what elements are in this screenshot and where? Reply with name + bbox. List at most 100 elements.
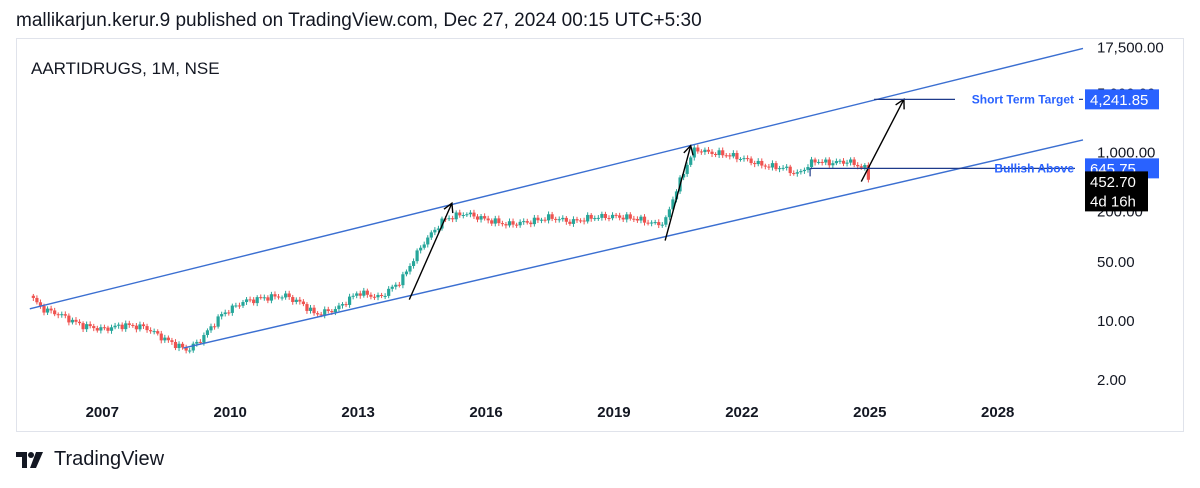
candle-body bbox=[557, 219, 561, 221]
annotation-layer: Bullish Above Short Term Target bbox=[29, 47, 1084, 349]
candle-body bbox=[280, 297, 284, 299]
x-tick-label: 2013 bbox=[341, 404, 374, 421]
candle-body bbox=[45, 308, 50, 313]
price-tag-bg bbox=[1085, 89, 1159, 110]
symbol-label: AARTIDRUGS, 1M, NSE bbox=[31, 59, 220, 78]
candle-body bbox=[305, 304, 309, 311]
candle-body bbox=[276, 296, 281, 298]
candle-body bbox=[42, 305, 46, 313]
candle-body bbox=[188, 350, 192, 352]
candle-body bbox=[426, 237, 430, 245]
x-tick-label: 2028 bbox=[981, 404, 1014, 421]
candle-body bbox=[674, 191, 679, 200]
arrow-head-2 bbox=[683, 144, 694, 156]
candle-body bbox=[141, 324, 146, 327]
candle-body bbox=[284, 293, 288, 298]
candle-body bbox=[632, 218, 636, 220]
candle-body bbox=[639, 216, 643, 221]
candle-body bbox=[568, 221, 572, 224]
x-tick-label: 2016 bbox=[469, 404, 502, 421]
candle-body bbox=[95, 328, 99, 331]
candle-body bbox=[70, 319, 75, 323]
candle-body bbox=[475, 216, 480, 220]
candle-body bbox=[369, 294, 373, 297]
candle-body bbox=[859, 166, 863, 168]
candle-body bbox=[546, 214, 551, 221]
candle-body bbox=[355, 293, 359, 296]
candle-body bbox=[667, 209, 671, 218]
candle-body bbox=[220, 314, 224, 317]
candle-body bbox=[113, 325, 117, 328]
candle-body bbox=[88, 324, 92, 327]
candle-body bbox=[866, 165, 870, 180]
candle-body bbox=[689, 157, 693, 165]
candle-body bbox=[483, 216, 487, 219]
candle-body bbox=[610, 214, 615, 219]
candle-body bbox=[138, 324, 142, 330]
candle-body bbox=[124, 323, 128, 330]
y-tick-label: 2.00 bbox=[1097, 372, 1126, 389]
candle-body bbox=[156, 331, 160, 334]
candle-body bbox=[372, 296, 377, 298]
candle-body bbox=[863, 165, 867, 168]
candle-body bbox=[845, 162, 849, 164]
candle-body bbox=[56, 314, 60, 316]
y-tick-label: 10.00 bbox=[1097, 313, 1135, 330]
candle-body bbox=[600, 213, 604, 218]
candle-body bbox=[166, 337, 170, 341]
candle-body bbox=[760, 160, 764, 166]
candle-body bbox=[795, 172, 799, 174]
candle-body bbox=[131, 324, 135, 326]
candle-body bbox=[358, 293, 362, 296]
candle-body bbox=[337, 305, 341, 310]
candle-body bbox=[205, 330, 210, 336]
candle-body bbox=[191, 343, 195, 351]
candle-body bbox=[806, 167, 810, 170]
candle-body bbox=[507, 221, 512, 226]
candle-body bbox=[532, 217, 536, 225]
candle-body bbox=[824, 159, 828, 163]
footer: TradingView bbox=[16, 448, 164, 471]
candle-body bbox=[429, 232, 433, 238]
candle-body bbox=[401, 274, 405, 286]
price-tag-label: 4,241.85 bbox=[1090, 92, 1148, 109]
candle-body bbox=[92, 326, 96, 329]
chart-frame[interactable]: Bullish Above Short Term Target 2.00 10.00… bbox=[16, 38, 1184, 432]
candle-body bbox=[514, 224, 519, 226]
candle-body bbox=[465, 214, 469, 216]
candle-body bbox=[710, 151, 714, 154]
candle-body bbox=[109, 327, 114, 331]
candle-body bbox=[291, 297, 295, 302]
candle-body bbox=[237, 305, 242, 307]
candle-body bbox=[241, 302, 245, 306]
price-chart[interactable]: Bullish Above Short Term Target 2.00 10.00… bbox=[17, 39, 1183, 431]
candle-body bbox=[31, 295, 35, 298]
candle-body bbox=[827, 159, 831, 166]
candle-body bbox=[596, 217, 600, 219]
candle-body bbox=[230, 305, 234, 313]
candle-body bbox=[813, 159, 817, 163]
candle-body bbox=[646, 222, 650, 224]
candle-body bbox=[340, 304, 345, 306]
candle-body bbox=[145, 326, 149, 331]
candle-body bbox=[628, 214, 632, 219]
level-label-target: Short Term Target bbox=[972, 92, 1074, 106]
candle-body bbox=[706, 149, 711, 152]
candle-body bbox=[436, 228, 441, 230]
candle-body bbox=[561, 217, 565, 220]
candle-body bbox=[212, 326, 217, 328]
candle-body bbox=[216, 316, 220, 327]
candle-body bbox=[781, 167, 785, 169]
publisher-header: mallikarjun.kerur.9 published on Trading… bbox=[16, 10, 702, 31]
candle-body bbox=[454, 212, 458, 220]
current-price-label: 452.70 bbox=[1090, 174, 1136, 191]
candle-body bbox=[117, 324, 121, 326]
candle-body bbox=[223, 312, 227, 315]
x-tick-label: 2019 bbox=[597, 404, 630, 421]
candle-body bbox=[180, 343, 185, 348]
candle-body bbox=[234, 305, 238, 307]
candle-body bbox=[603, 213, 608, 219]
candle-body bbox=[227, 312, 231, 314]
candle-body bbox=[802, 169, 807, 172]
trend-arrow-1 bbox=[408, 202, 453, 300]
